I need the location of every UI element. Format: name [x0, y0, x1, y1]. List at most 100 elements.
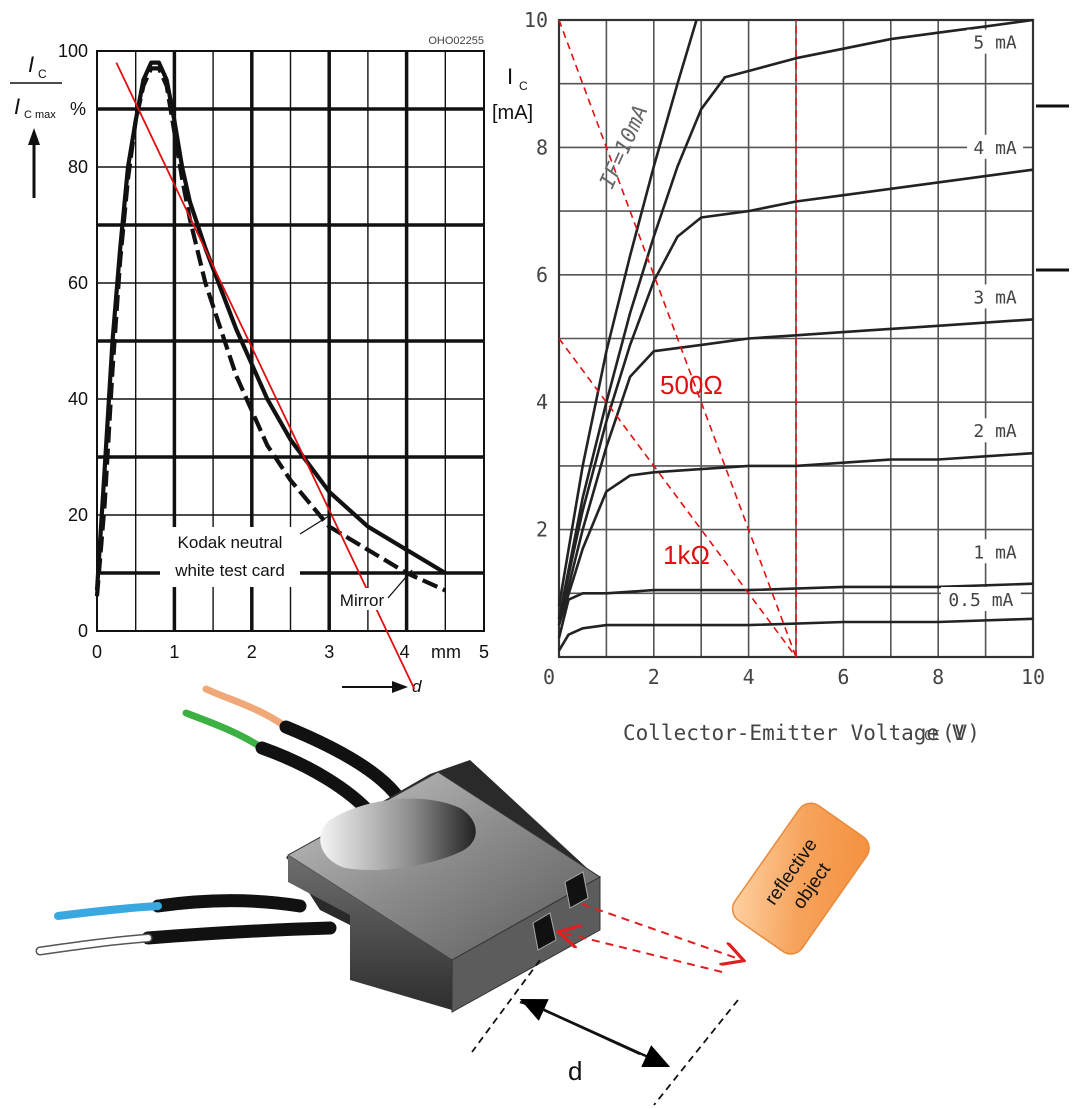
annotation-bg — [160, 527, 300, 587]
left-xtick-label: 1 — [169, 642, 179, 662]
left-series-mirror — [94, 66, 447, 597]
annotation-mirror: Mirror — [340, 591, 385, 610]
sensor-front-face — [451, 876, 601, 1013]
annotation-kodak-line1: Kodak neutral — [178, 533, 283, 552]
curve-3-ma — [557, 318, 1034, 626]
load-line-1k-ohm — [558, 338, 797, 658]
right-ytick-label: 6 — [536, 263, 548, 287]
ylabel-unit: % — [70, 99, 86, 119]
ylabel-arrow-head — [28, 128, 40, 145]
right-xlabel-unit: (V) — [942, 721, 980, 745]
right-ytick-label: 2 — [536, 518, 548, 542]
ylabel-den-i: I — [14, 94, 20, 119]
reflectance-vs-distance-chart: 0 1 2 3 4 5 0 20 40 60 80 100 OHO02255 I C I C max … — [10, 35, 489, 696]
curve-1-ma — [557, 582, 1034, 639]
left-ytick-label: 80 — [68, 157, 88, 177]
ylabel-i: I — [28, 52, 34, 77]
ylabel-den-sub: C max — [24, 109, 56, 121]
detector-window — [564, 871, 589, 909]
wire-green — [182, 709, 266, 752]
sensor-side-face — [288, 855, 452, 1010]
series-label: 3 mA — [973, 287, 1017, 308]
reflective-sensor-diagram: reflective object d — [35, 685, 870, 1106]
series-label: 2 mA — [973, 421, 1017, 442]
series-label: 1 mA — [973, 542, 1017, 563]
curve-2-ma — [557, 451, 1034, 626]
xlabel-arrow-head — [392, 681, 408, 693]
left-ytick-label: 100 — [58, 41, 88, 61]
label-500-ohm: 500Ω — [660, 370, 723, 400]
right-ylabel-sub: C — [519, 79, 528, 93]
right-ytick-label: 8 — [536, 135, 548, 159]
emitted-beam — [581, 903, 742, 960]
right-xtick-label: 10 — [1021, 665, 1045, 689]
wire-sheath-3 — [151, 894, 307, 913]
right-xlabel-sub: CE — [924, 729, 940, 744]
left-chart-xunit: mm — [431, 642, 461, 662]
left-xtick-label: 5 — [479, 642, 489, 662]
annotation-mirror-leader — [387, 569, 413, 599]
distance-guide-object — [653, 999, 739, 1106]
series-label-bg — [967, 29, 1024, 54]
xlabel-d: d — [412, 677, 422, 696]
right-xtick-label: 4 — [743, 665, 755, 689]
left-ytick-label: 20 — [68, 505, 88, 525]
left-ytick-label: 0 — [78, 621, 88, 641]
series-label-bg — [967, 418, 1024, 443]
right-ylabel-i: I — [507, 64, 513, 89]
right-ylabel-unit: [mA] — [492, 102, 533, 124]
left-chart-curves — [94, 60, 447, 690]
sensor-body — [286, 760, 601, 1013]
right-chart-tick-labels: 0 2 4 6 8 10 2 4 6 8 10 — [524, 8, 1045, 689]
ylabel-sub: C — [38, 67, 47, 81]
distance-label: d — [568, 1056, 582, 1086]
curve-if-10ma — [557, 19, 698, 607]
left-plot-frame — [96, 50, 485, 632]
wire-sheath-4 — [141, 921, 337, 945]
left-xtick-label: 3 — [324, 642, 334, 662]
series-label: 0.5 mA — [948, 590, 1013, 611]
series-label: 5 mA — [973, 33, 1017, 54]
annotation-kodak-leader — [299, 513, 333, 535]
right-ytick-label: 10 — [524, 8, 548, 32]
sensor-slot — [320, 798, 476, 871]
wire-blue — [54, 902, 162, 920]
series-label-bg — [967, 284, 1024, 309]
right-xtick-label: 0 — [543, 665, 555, 689]
right-xtick-label: 8 — [932, 665, 944, 689]
left-xtick-label: 4 — [400, 642, 410, 662]
series-label-bg — [940, 587, 1021, 612]
reflective-object-shape — [731, 802, 870, 955]
left-series-kodak-card — [94, 60, 447, 591]
curve-5-ma — [557, 18, 1034, 620]
transistor-output-characteristics-chart: 0 2 4 6 8 10 2 4 6 8 10 5 mA 4 mA 3 mA 2 mA 1 mA 0.5 mA… — [492, 8, 1069, 745]
left-chart-code: OHO02255 — [428, 35, 484, 47]
series-label: 4 mA — [973, 138, 1017, 159]
label-1k-ohm: 1kΩ — [663, 540, 710, 570]
series-label-bg — [967, 134, 1024, 159]
front-wires — [35, 894, 337, 956]
wire-orange — [202, 685, 290, 731]
series-label-bg — [967, 539, 1024, 564]
annotation-kodak-line2: white test card — [174, 561, 285, 580]
right-chart-xlabel: Collector-Emitter Voltage V CE (V) — [623, 721, 980, 745]
right-xtick-label: 2 — [648, 665, 660, 689]
left-ytick-label: 40 — [68, 389, 88, 409]
right-ytick-label: 4 — [536, 390, 548, 414]
right-chart-curves — [557, 18, 1034, 658]
left-ytick-label: 60 — [68, 273, 88, 293]
load-line-500-ohm — [558, 19, 797, 658]
left-xtick-label: 2 — [247, 642, 257, 662]
right-xlabel-main: Collector-Emitter Voltage V — [623, 721, 965, 745]
reflective-object: reflective object — [731, 802, 870, 955]
curve-0.5-ma — [557, 617, 1034, 652]
distance-arrow-back — [519, 998, 641, 1056]
annotation-mirror-bg — [336, 588, 388, 610]
left-xtick-label: 0 — [92, 642, 102, 662]
left-chart-ylabel: I C I C max % — [10, 52, 86, 198]
left-chart-xlabel: d — [342, 677, 422, 696]
left-series-trend-line — [115, 62, 416, 690]
left-chart-tick-labels: 0 1 2 3 4 5 0 20 40 60 80 100 — [58, 41, 489, 662]
